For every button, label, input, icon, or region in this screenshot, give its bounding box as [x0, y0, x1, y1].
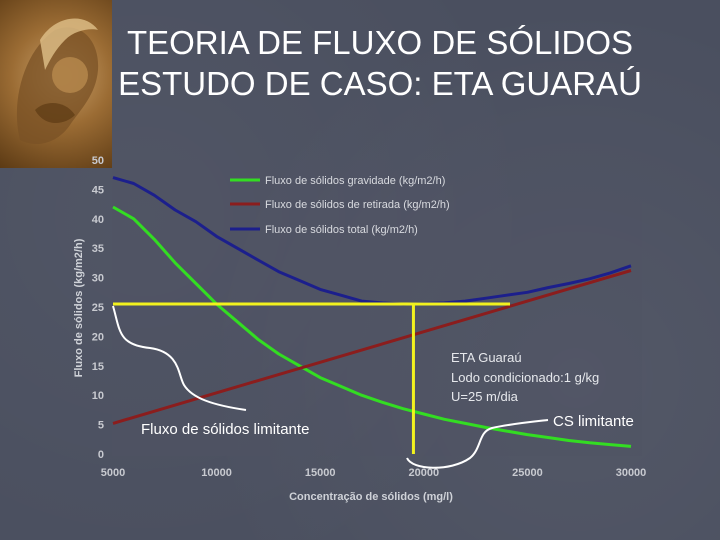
y-tick-label: 5: [98, 420, 104, 432]
y-tick-label: 45: [92, 184, 104, 196]
y-tick-label: 30: [92, 273, 104, 285]
title-line-1: TEORIA DE FLUXO DE SÓLIDOS: [126, 24, 634, 61]
x-tick-label: 15000: [305, 467, 336, 479]
note-line-2: Lodo condicionado:1 g/kg: [451, 370, 599, 385]
x-axis-ticks: 5000 10000 15000 20000 25000 30000: [101, 467, 647, 479]
y-tick-label: 40: [92, 214, 104, 226]
series-line-total: [112, 176, 632, 306]
x-tick-label: 25000: [512, 467, 543, 479]
x-tick-label: 10000: [201, 467, 232, 479]
logo-helmet-emblem: [0, 0, 112, 168]
series-line-gravidade: [112, 205, 632, 448]
y-tick-label: 15: [92, 361, 104, 373]
legend-label-total: Fluxo de sólidos total (kg/m2/h): [265, 224, 418, 236]
y-tick-label: 0: [98, 449, 104, 461]
limit-lines: [113, 302, 510, 454]
y-axis-ticks: 0 5 10 15 20 25 30 35 40 45 50: [92, 155, 104, 461]
legend: Fluxo de sólidos gravidade (kg/m2/h) Flu…: [230, 175, 450, 236]
note-line-3: U=25 m/dia: [451, 389, 519, 404]
note-line-1: ETA Guaraú: [451, 350, 522, 365]
title-line-2: ESTUDO DE CASO: ETA GUARAÚ: [118, 65, 642, 102]
helmet-emblem-icon: [16, 18, 99, 145]
legend-label-gravidade: Fluxo de sólidos gravidade (kg/m2/h): [265, 175, 445, 187]
cs-callout-label: CS limitante: [553, 413, 634, 430]
y-axis-title: Fluxo de sólidos (kg/m2/h): [73, 238, 85, 377]
slide-title: TEORIA DE FLUXO DE SÓLIDOS ESTUDO DE CAS…: [100, 22, 660, 104]
y-tick-label: 10: [92, 390, 104, 402]
y-tick-label: 25: [92, 302, 104, 314]
y-tick-label: 50: [92, 155, 104, 167]
y-tick-label: 35: [92, 243, 104, 255]
x-axis-title: Concentração de sólidos (mg/l): [289, 491, 453, 503]
flux-callout-arrow: [112, 305, 247, 411]
plot-area: [112, 160, 642, 456]
x-tick-label: 30000: [616, 467, 647, 479]
cs-callout-arrow: [406, 419, 549, 469]
flux-callout-label: Fluxo de sólidos limitante: [141, 421, 309, 438]
x-tick-label: 20000: [409, 467, 440, 479]
x-tick-label: 5000: [101, 467, 125, 479]
y-tick-label: 20: [92, 331, 104, 343]
annotation-note: ETA Guaraú Lodo condicionado:1 g/kg U=25…: [451, 350, 599, 404]
legend-label-retirada: Fluxo de sólidos de retirada (kg/m2/h): [265, 199, 450, 211]
